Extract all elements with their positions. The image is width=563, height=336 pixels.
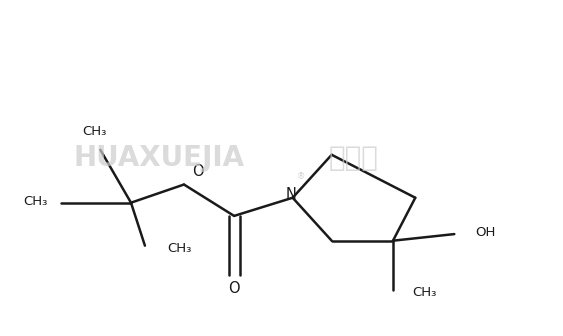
- Text: ®: ®: [297, 172, 305, 181]
- Text: N: N: [286, 187, 297, 202]
- Text: HUAXUEJIA: HUAXUEJIA: [73, 144, 244, 172]
- Text: O: O: [192, 164, 204, 179]
- Text: OH: OH: [476, 226, 496, 239]
- Text: CH₃: CH₃: [83, 125, 107, 138]
- Text: O: O: [229, 281, 240, 296]
- Text: CH₃: CH₃: [167, 242, 191, 255]
- Text: 化学加: 化学加: [329, 144, 379, 172]
- Text: CH₃: CH₃: [23, 195, 47, 208]
- Text: CH₃: CH₃: [413, 286, 437, 299]
